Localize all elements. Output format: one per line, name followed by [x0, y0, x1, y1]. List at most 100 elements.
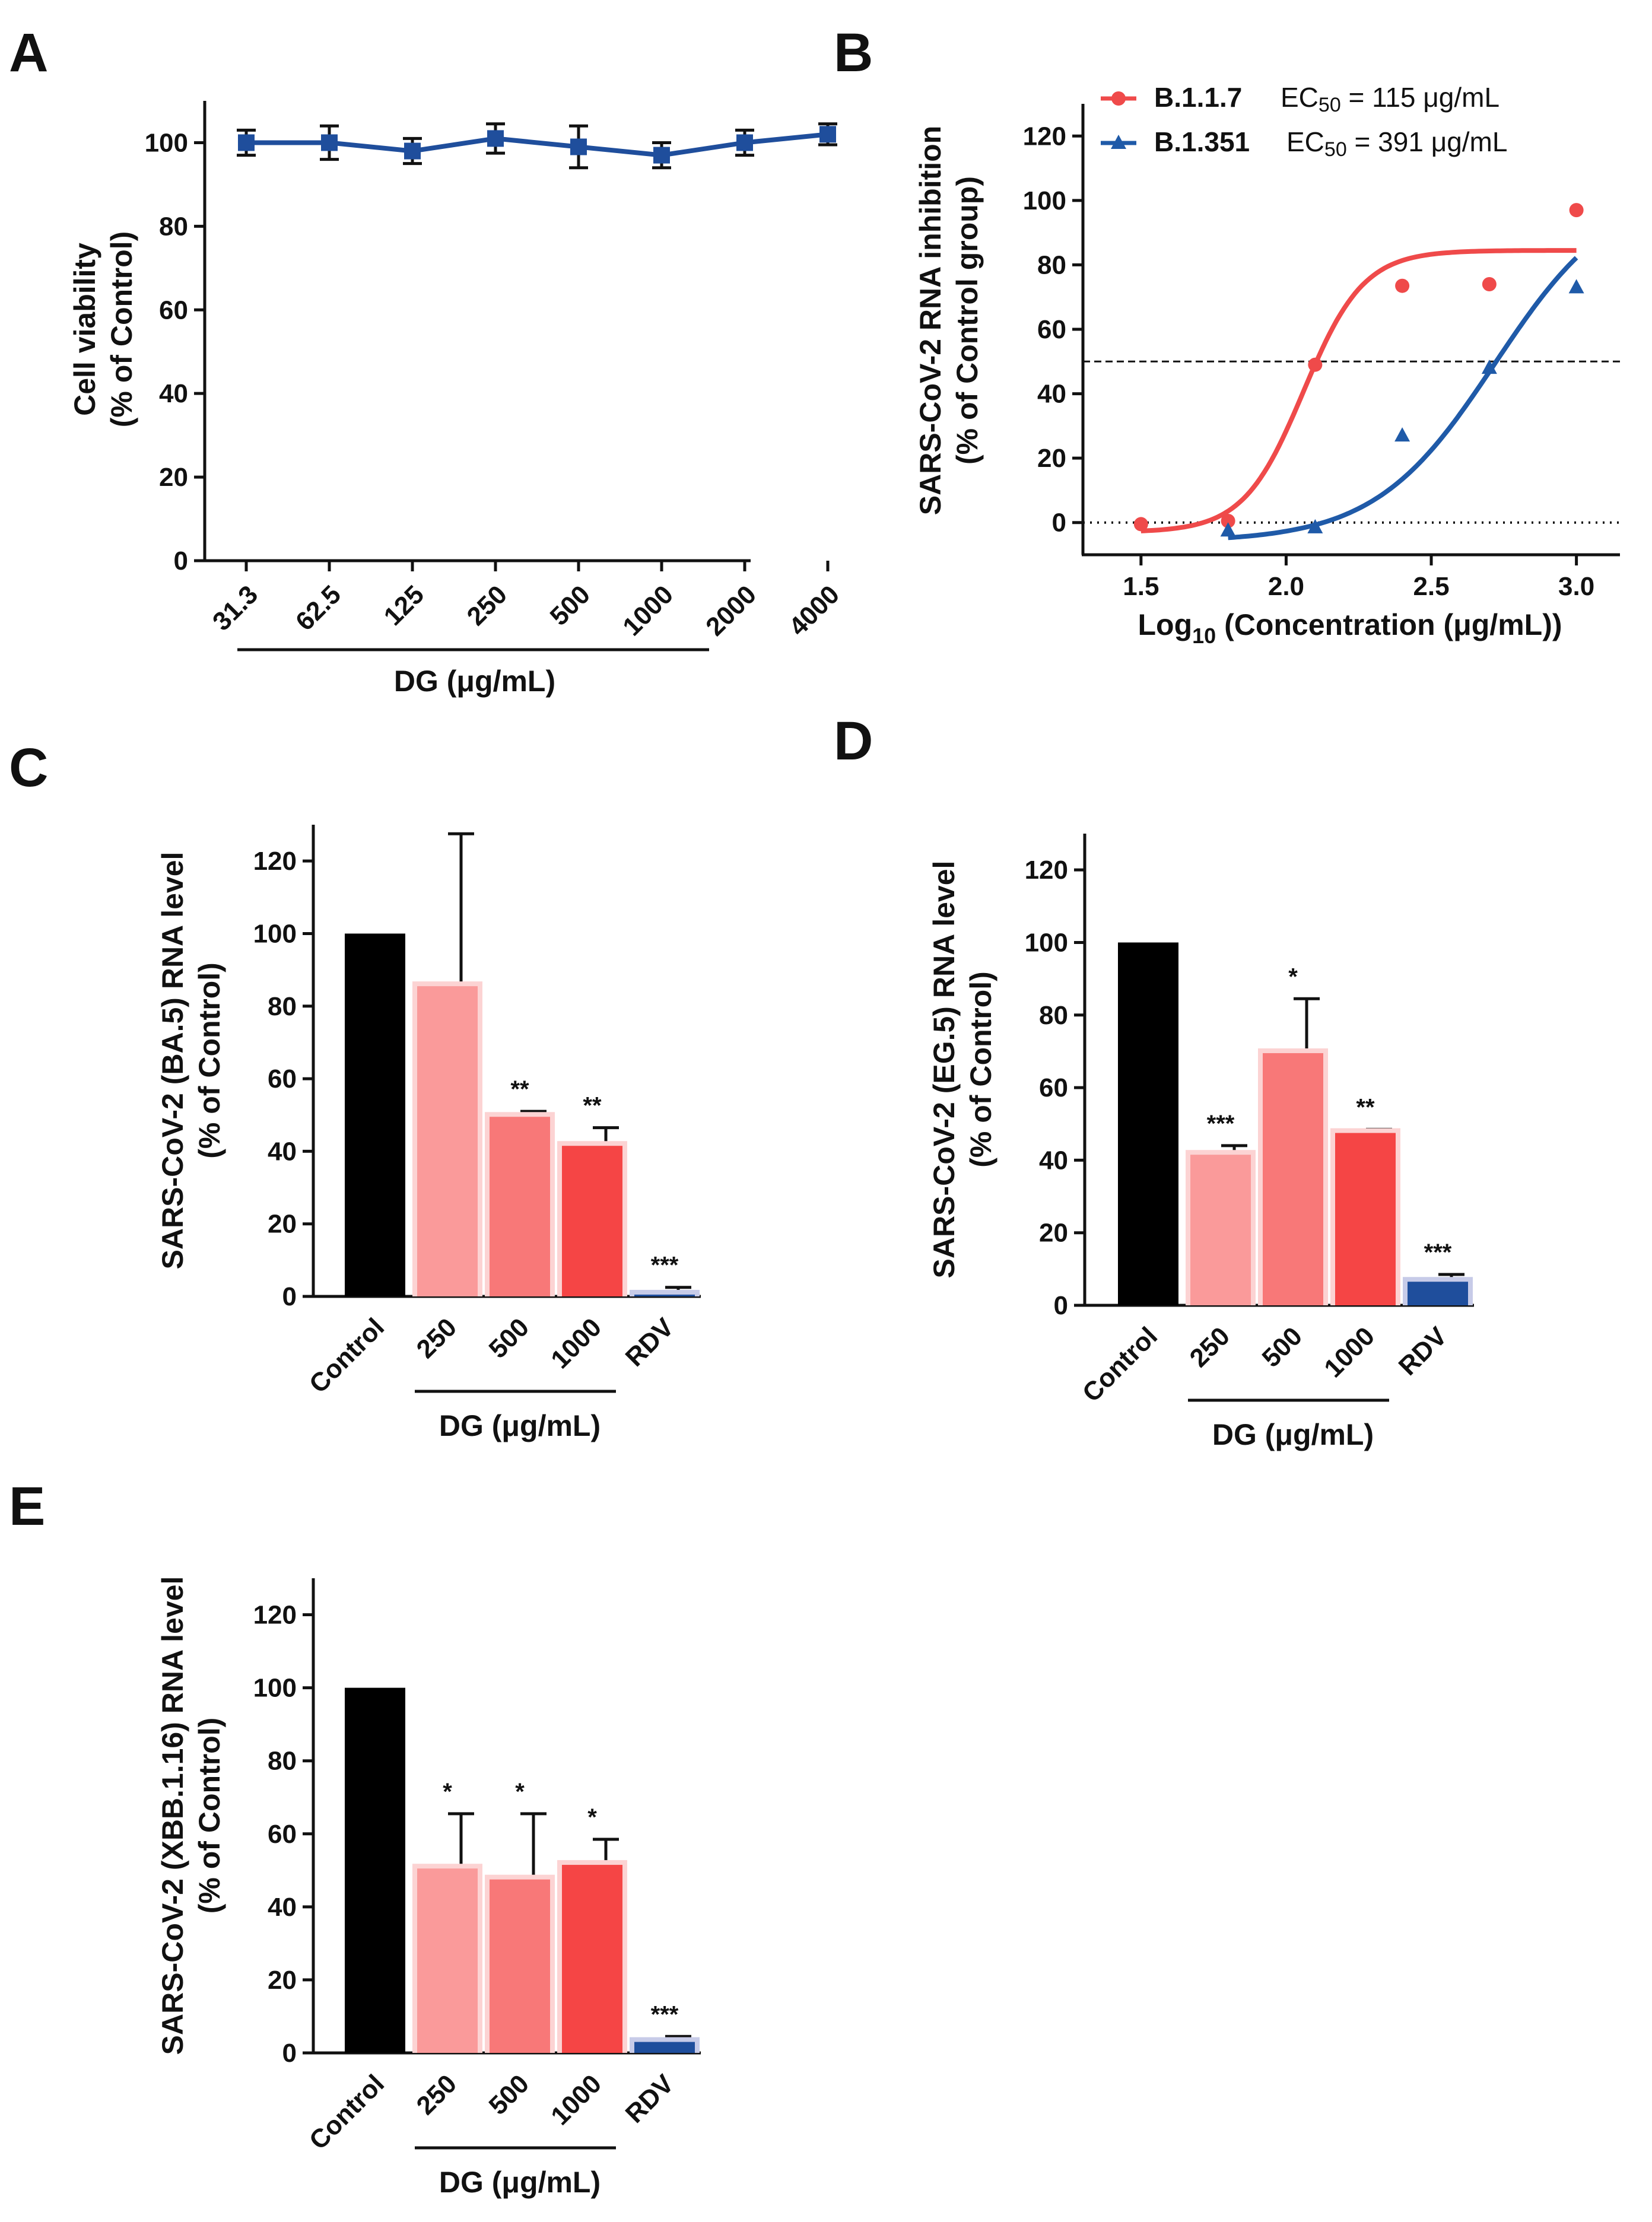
data-point-circle — [1221, 514, 1235, 528]
y-tick-label: 80 — [159, 212, 188, 241]
panel-d-eg5-bars: 0 20 40 60 80 100 120 Control *** 250 * 500 ** 1000 **… — [927, 834, 1474, 1451]
data-point-triangle — [1307, 519, 1323, 533]
x-tick-label: 500 — [484, 1312, 535, 1364]
data-point-circle — [1482, 277, 1497, 291]
x-tick-label: Control — [1077, 1321, 1163, 1407]
y-tick-label: 40 — [268, 1137, 297, 1166]
bar-RDV — [634, 1294, 695, 1296]
significance-mark: ** — [1356, 1094, 1375, 1120]
bar-1000 — [1335, 1133, 1396, 1305]
x-tick-label: RDV — [620, 1312, 680, 1372]
y-axis-title-line1: Cell viability — [68, 243, 101, 416]
y-tick-label: 0 — [174, 546, 188, 576]
y-tick-label: 0 — [282, 2039, 297, 2068]
panel-letter-a: A — [9, 23, 48, 83]
significance-mark: *** — [1424, 1239, 1452, 1266]
bar-250 — [417, 986, 478, 1296]
y-axis-title-line2: (% of Control) — [105, 231, 138, 427]
significance-mark: *** — [651, 1253, 679, 1279]
panel-a-cell-viability: 0 20 40 60 80 100 31.3 62.5 125 250 500 1000 2000 400… — [68, 101, 845, 698]
panel-letter-d: D — [834, 711, 873, 771]
bar-1000 — [562, 1865, 622, 2053]
y-axis-title-line1: SARS-CoV-2 (EG.5) RNA level — [927, 861, 961, 1279]
x-tick-label: 31.3 — [207, 580, 263, 636]
y-tick-label: 20 — [1037, 444, 1066, 473]
y-tick-label: 40 — [1037, 380, 1066, 409]
significance-mark: * — [587, 1804, 597, 1830]
panel-letter-b: B — [834, 23, 873, 83]
significance-mark: * — [1288, 964, 1298, 990]
x-tick-label: 250 — [1184, 1321, 1236, 1373]
y-tick-label: 20 — [268, 1210, 297, 1239]
data-point-circle — [1569, 203, 1584, 218]
y-tick-label: 80 — [1039, 1001, 1068, 1030]
fit-curve-B.1.1.7 — [1140, 248, 1577, 533]
significance-mark: ** — [510, 1076, 529, 1102]
x-tick-label: 1000 — [1319, 1321, 1380, 1383]
x-tick-label: Control — [304, 1312, 390, 1398]
y-tick-label: 120 — [1023, 122, 1066, 151]
legend-label: B.1.1.7 — [1154, 82, 1242, 113]
y-tick-label: 40 — [1039, 1146, 1068, 1175]
y-tick-label: 80 — [268, 992, 297, 1021]
bar-1000 — [562, 1146, 622, 1296]
data-point-triangle — [1394, 427, 1410, 442]
y-tick-label: 40 — [159, 379, 188, 408]
significance-mark: *** — [651, 2001, 679, 2027]
data-point-square — [653, 147, 670, 164]
y-axis-title-line1: SARS-CoV-2 RNA inhibition — [914, 126, 947, 515]
x-tick-label: 1000 — [617, 580, 679, 641]
data-point-circle — [1395, 278, 1410, 293]
x-tick-label: 1000 — [545, 2069, 607, 2131]
viability-line — [246, 132, 828, 158]
bar-500 — [1263, 1053, 1323, 1305]
data-point-triangle — [1220, 522, 1236, 537]
data-point-square — [570, 138, 587, 155]
x-tick-label: 250 — [411, 2069, 463, 2121]
x-tick-label: 125 — [379, 580, 430, 631]
panel-c-ba5-bars: 0 20 40 60 80 100 120 Control 250 ** 500 ** 1000 *** R… — [156, 825, 701, 1442]
x-tick-label: 3.0 — [1558, 572, 1594, 601]
y-axis-title-line1: SARS-CoV-2 (BA.5) RNA level — [156, 852, 189, 1270]
y-axis-title-line2: (% of Control) — [964, 971, 997, 1167]
y-tick-label: 60 — [268, 1820, 297, 1849]
panel-b-inhibition-curve: 0 20 40 60 80 100 120 1.5 2.0 2.5 3.0 Log10 (Concen… — [914, 82, 1620, 648]
panel-e-xbb116-bars: 0 20 40 60 80 100 120 Control * 250 * 500 * 1000 *** RD… — [156, 1576, 701, 2199]
y-axis-title-line1: SARS-CoV-2 (XBB.1.16) RNA level — [156, 1576, 189, 2055]
x-axis-title: DG (μg/mL) — [1212, 1418, 1374, 1451]
legend-label: B.1.351 — [1154, 126, 1250, 157]
y-tick-label: 100 — [1025, 928, 1068, 957]
y-tick-label: 80 — [268, 1747, 297, 1776]
data-point-triangle — [1481, 360, 1497, 374]
legend-marker-triangle — [1111, 135, 1126, 149]
bar-halo — [630, 1289, 700, 1296]
data-point-square — [321, 134, 338, 151]
y-tick-label: 0 — [282, 1282, 297, 1311]
data-point-square — [238, 134, 255, 151]
x-tick-label: 62.5 — [290, 580, 347, 636]
y-tick-label: 120 — [253, 1601, 297, 1630]
x-tick-label: 1.5 — [1123, 572, 1159, 601]
x-tick-label: 500 — [545, 580, 596, 631]
bar-250 — [1190, 1155, 1251, 1305]
y-tick-label: 20 — [1039, 1219, 1068, 1248]
y-tick-label: 20 — [268, 1966, 297, 1995]
y-tick-label: 20 — [159, 463, 188, 492]
y-tick-label: 120 — [1025, 856, 1068, 885]
y-tick-label: 60 — [159, 295, 188, 325]
y-tick-label: 100 — [1023, 186, 1066, 215]
x-tick-label: 2000 — [700, 580, 762, 641]
bar-500 — [490, 1879, 550, 2053]
significance-mark: * — [515, 1779, 525, 1805]
x-tick-label: Control — [304, 2069, 390, 2155]
x-tick-label: 4000 — [783, 580, 845, 641]
data-point-circle — [1133, 517, 1148, 532]
bar-RDV — [1408, 1282, 1468, 1305]
x-axis-title: Log10 (Concentration (μg/mL)) — [1138, 608, 1562, 648]
significance-mark: ** — [583, 1093, 602, 1119]
bar-250 — [417, 1868, 478, 2053]
panel-letter-c: C — [9, 738, 48, 798]
fit-curve-B.1.351 — [1228, 256, 1578, 541]
x-tick-label: RDV — [1393, 1321, 1453, 1381]
